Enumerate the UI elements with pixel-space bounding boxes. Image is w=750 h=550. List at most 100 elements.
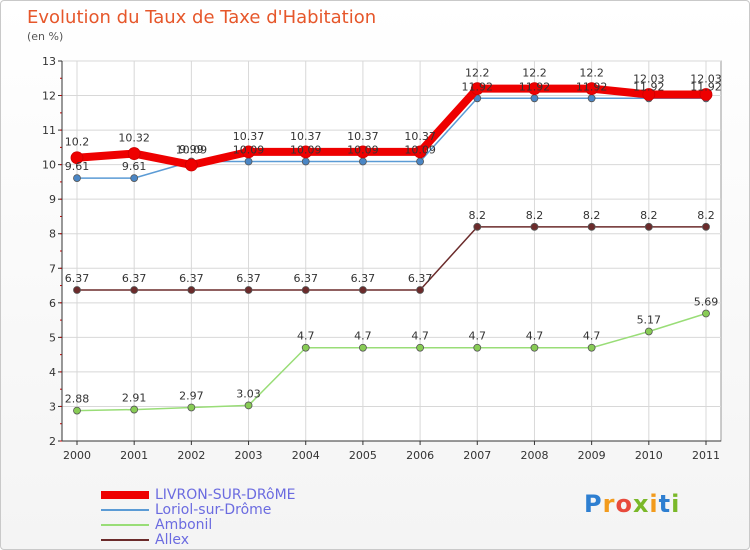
data-label-allex: 8.2 — [583, 209, 601, 222]
data-label-ambonil: 4.7 — [583, 330, 601, 343]
logo-letter: o — [615, 490, 633, 518]
data-point-loriol — [530, 94, 539, 103]
legend-item-loriol: Loriol-sur-Drôme — [101, 502, 296, 518]
logo-letter: i — [671, 490, 681, 518]
y-tick-label: 11 — [42, 124, 56, 137]
data-label-allex: 6.37 — [293, 272, 318, 285]
data-point-livron — [356, 145, 370, 159]
data-label-livron: 10.37 — [404, 130, 436, 143]
data-point-livron — [585, 82, 599, 96]
data-point-allex — [530, 222, 539, 231]
data-label-livron: 10.2 — [65, 136, 90, 149]
legend-swatch-livron — [101, 490, 149, 499]
line-chart: 2 3 4 5 6 7 8 9 10 11 12 13 2000 2001 2002 2003 2004 2005… — [42, 55, 722, 462]
data-point-loriol — [416, 157, 424, 166]
data-label-loriol: 11.92 — [690, 80, 722, 93]
proxiti-logo: Proxiti — [584, 490, 680, 518]
data-label-livron: 12.03 — [633, 73, 665, 86]
plot-area — [61, 60, 722, 442]
data-label-ambonil: 4.7 — [297, 330, 315, 343]
data-point-ambonil — [416, 343, 424, 352]
y-tick-label: 5 — [49, 331, 56, 344]
data-point-ambonil — [130, 405, 139, 414]
legend-label-allex: Allex — [155, 531, 190, 548]
data-point-ambonil — [473, 343, 482, 352]
data-point-ambonil — [244, 401, 253, 410]
data-point-ambonil — [73, 406, 81, 415]
legend-item-livron: LIVRON-SUR-DRôME — [101, 486, 296, 503]
data-label-livron: 12.2 — [465, 67, 490, 80]
data-point-allex — [416, 286, 424, 294]
data-label-allex: 6.37 — [65, 272, 90, 285]
data-label-allex: 6.37 — [408, 272, 433, 285]
x-tick-label: 2002 — [177, 449, 205, 462]
data-point-allex — [244, 286, 253, 294]
data-label-loriol: 10.09 — [404, 144, 436, 157]
data-label-ambonil: 5.69 — [694, 296, 719, 309]
x-tick-label: 2011 — [692, 449, 720, 462]
data-label-loriol: 11.92 — [576, 80, 608, 93]
data-label-allex: 8.2 — [697, 209, 715, 222]
data-label-livron: 12.2 — [579, 67, 604, 80]
data-point-ambonil — [702, 309, 710, 318]
legend-label-ambonil: Ambonil — [155, 516, 213, 533]
data-point-ambonil — [301, 343, 310, 352]
y-tick-label: 4 — [49, 366, 56, 379]
data-point-loriol — [301, 157, 310, 166]
data-label-allex: 6.37 — [236, 272, 261, 285]
data-label-loriol: 10.09 — [290, 144, 322, 157]
data-point-allex — [187, 286, 196, 294]
series-line-ambonil — [76, 312, 707, 412]
y-tick-label: 2 — [49, 435, 56, 448]
data-label-livron: 10.32 — [118, 132, 150, 145]
x-tick-label: 2000 — [63, 449, 91, 462]
data-label-livron: 10.37 — [290, 130, 322, 143]
data-label-loriol: 9.61 — [122, 160, 147, 173]
data-label-ambonil: 2.88 — [65, 393, 90, 406]
data-label-loriol: 11.92 — [462, 80, 494, 93]
data-point-loriol — [244, 157, 253, 166]
logo-letter: t — [658, 490, 672, 518]
data-label-ambonil: 5.17 — [637, 313, 662, 326]
data-point-allex — [130, 286, 139, 294]
data-point-allex — [587, 222, 596, 231]
x-tick-label: 2004 — [292, 449, 320, 462]
y-tick-label: 7 — [49, 262, 56, 275]
x-tick-label: 2008 — [520, 449, 548, 462]
legend-item-allex: Allex — [101, 531, 296, 548]
data-label-allex: 8.2 — [469, 209, 487, 222]
data-point-livron — [528, 82, 541, 96]
data-point-allex — [473, 222, 482, 231]
data-point-livron — [299, 145, 313, 159]
data-point-livron — [70, 151, 84, 165]
legend-label-livron: LIVRON-SUR-DRôME — [155, 486, 296, 503]
data-label-livron: 12.2 — [522, 67, 547, 80]
data-label-ambonil: 4.7 — [411, 330, 429, 343]
data-label-allex: 6.37 — [122, 272, 147, 285]
x-tick-label: 2007 — [463, 449, 491, 462]
data-point-livron — [184, 158, 198, 172]
legend-swatch-ambonil — [101, 523, 149, 526]
data-label-allex: 6.37 — [179, 272, 204, 285]
data-point-allex — [301, 286, 310, 294]
data-point-allex — [644, 222, 653, 231]
legend-item-ambonil: Ambonil — [101, 516, 296, 533]
y-tick-label: 8 — [49, 228, 56, 241]
y-tick-label: 10 — [42, 159, 56, 172]
data-point-ambonil — [644, 327, 653, 336]
data-label-allex: 8.2 — [640, 209, 658, 222]
data-label-loriol: 10.09 — [347, 144, 379, 157]
y-tick-label: 9 — [49, 193, 56, 206]
x-tick-label: 2009 — [578, 449, 606, 462]
data-point-loriol — [73, 174, 81, 183]
data-point-livron — [699, 88, 713, 101]
y-tick-label: 6 — [49, 297, 56, 310]
data-label-ambonil: 4.7 — [354, 330, 372, 343]
y-tick-label: 3 — [49, 400, 56, 413]
logo-letter: r — [602, 490, 616, 518]
logo-letter: x — [632, 490, 650, 518]
data-point-allex — [73, 286, 81, 294]
data-point-allex — [702, 222, 710, 231]
y-tick-label: 12 — [42, 90, 56, 103]
data-label-ambonil: 4.7 — [526, 330, 544, 343]
